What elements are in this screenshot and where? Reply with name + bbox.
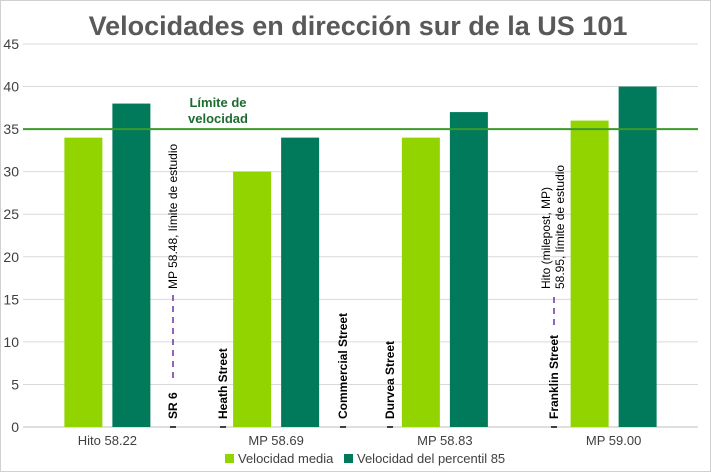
street-label-5: Franklin Street: [547, 335, 561, 419]
legend-swatch-1: [225, 454, 234, 463]
y-tick-20: 20: [3, 249, 19, 265]
y-tick-35: 35: [3, 121, 19, 137]
street-label-1: SR 6: [166, 392, 180, 419]
bars: [64, 86, 657, 428]
legend-label-1: Velocidad media: [238, 451, 334, 466]
legend-swatch-2: [344, 454, 353, 463]
y-tick-10: 10: [3, 334, 19, 350]
category-label-2: MP 58.69: [248, 433, 303, 448]
y-tick-5: 5: [11, 376, 19, 392]
category-label-3: MP 58.83: [417, 433, 472, 448]
street-label-4: Durvea Street: [383, 341, 397, 419]
study-limit-note-2: Hito (milepost, MP)58.95, límite de estu…: [539, 165, 567, 289]
y-tick-15: 15: [3, 291, 19, 307]
study-limit-note-2-line-1: Hito (milepost, MP): [539, 187, 553, 289]
speed-limit-line: Límite de velocidad: [23, 95, 698, 131]
legend-label-2: Velocidad del percentil 85: [357, 451, 505, 466]
bar-series1-cat4: [570, 120, 609, 427]
speed-limit-label: Límite de velocidad: [188, 95, 248, 126]
category-label-1: Hito 58.22: [78, 433, 137, 448]
x-axis-category-labels: Hito 58.22 MP 58.69 MP 58.83 MP 59.00: [78, 433, 642, 448]
y-tick-45: 45: [3, 36, 19, 52]
y-tick-40: 40: [3, 79, 19, 95]
category-label-4: MP 59.00: [586, 433, 641, 448]
y-tick-30: 30: [3, 164, 19, 180]
study-limit-note-2-line-2: 58.95, límite de estudio: [553, 165, 567, 289]
speed-limit-label-line-2: velocidad: [188, 111, 248, 126]
y-axis-tick-labels: 0 5 10 15 20 25 30 35 40 45: [3, 36, 19, 435]
bar-series1-cat1: [64, 137, 103, 427]
study-limit-note-1: MP 58.48, límite de estudio: [166, 143, 180, 289]
bar-series1-cat3: [401, 137, 440, 427]
street-label-2: Heath Street: [216, 348, 230, 419]
bar-series1-cat2: [233, 171, 272, 427]
y-tick-25: 25: [3, 206, 19, 222]
bar-series2-cat4: [618, 86, 657, 428]
chart-title: Velocidades en dirección sur de la US 10…: [89, 11, 628, 41]
bar-series2-cat3: [449, 112, 488, 427]
bar-series2-cat1: [112, 103, 151, 428]
street-markers: SR 6 Heath Street Commercial Street Durvea …: [166, 143, 567, 428]
y-tick-0: 0: [11, 419, 19, 435]
bar-series2-cat2: [281, 137, 320, 427]
speed-limit-label-line-1: Límite de: [189, 95, 246, 110]
street-label-3: Commercial Street: [336, 313, 350, 419]
legend: Velocidad media Velocidad del percentil 8…: [225, 451, 505, 466]
